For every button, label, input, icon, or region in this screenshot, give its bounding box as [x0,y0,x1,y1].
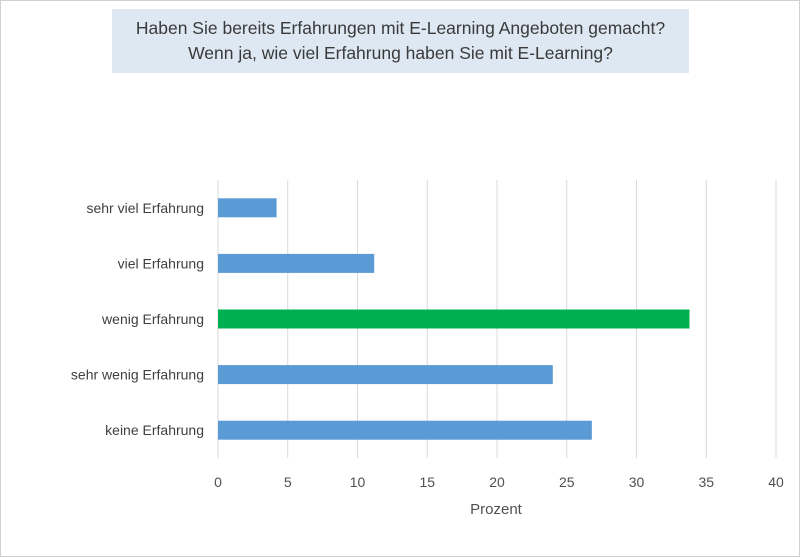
bar-0 [218,198,277,218]
x-tick-label: 40 [768,474,784,490]
bar-3 [218,365,553,385]
x-tick-label: 15 [419,474,435,490]
chart-title-line-2: Wenn ja, wie viel Erfahrung haben Sie mi… [188,43,613,63]
category-label: wenig Erfahrung [101,311,204,327]
bars [218,198,690,440]
category-labels: sehr viel Erfahrung viel Erfahrung wenig E… [71,200,204,438]
category-label: keine Erfahrung [105,422,204,438]
chart-title-line-1: Haben Sie bereits Erfahrungen mit E-Lear… [135,18,666,38]
x-axis-title: Prozent [470,501,523,518]
x-tick-label: 25 [559,474,575,490]
x-tick-label: 35 [698,474,714,490]
chart-title: Haben Sie bereits Erfahrungen mit E-Lear… [112,9,689,73]
bar-1 [218,253,375,273]
category-label: sehr viel Erfahrung [86,200,204,216]
category-label: viel Erfahrung [118,255,204,271]
x-tick-label: 30 [629,474,645,490]
bar-2 [218,309,690,329]
x-tick-label: 20 [489,474,505,490]
x-tick-label: 5 [284,474,292,490]
x-tick-label: 0 [214,474,222,490]
x-tick-label: 10 [350,474,366,490]
category-label: sehr wenig Erfahrung [71,367,204,383]
x-tick-labels: 0 5 10 15 20 25 30 35 40 [214,474,784,490]
bar-4 [218,420,592,440]
